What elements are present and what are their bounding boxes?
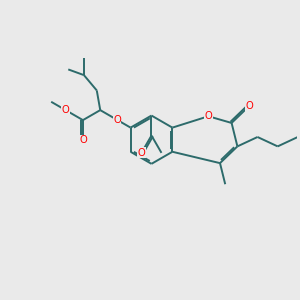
Text: O: O xyxy=(62,105,70,115)
Text: O: O xyxy=(205,111,212,121)
Text: O: O xyxy=(79,135,87,145)
Text: O: O xyxy=(138,148,146,158)
Text: O: O xyxy=(113,115,121,125)
Text: O: O xyxy=(245,101,253,111)
